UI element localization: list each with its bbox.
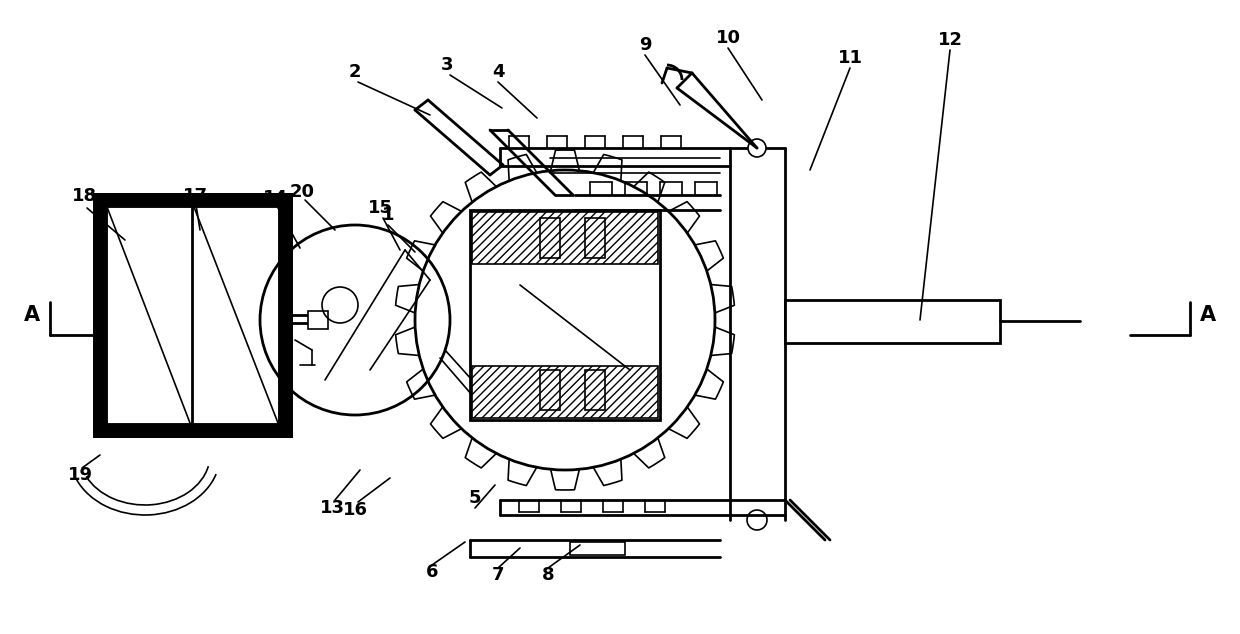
Text: 16: 16 [342,501,367,519]
Bar [472,366,658,418]
Text: 18: 18 [72,187,98,205]
Text: 1: 1 [382,206,394,224]
Bar [95,195,290,435]
Text: 7: 7 [492,566,505,584]
Bar [785,300,999,343]
Text: 8: 8 [542,566,554,584]
Circle shape [748,139,766,157]
Bar [280,195,290,435]
Text: 2: 2 [348,63,361,81]
Text: 11: 11 [837,49,863,67]
Bar [95,425,290,435]
Text: 6: 6 [425,563,438,581]
Text: 17: 17 [182,187,207,205]
Bar [308,311,329,329]
Bar [539,218,560,258]
Bar [585,370,605,410]
Bar [470,210,660,420]
Text: A: A [1200,305,1216,325]
Bar [539,370,560,410]
Text: 12: 12 [937,31,962,49]
Text: 20: 20 [289,183,315,201]
Bar [95,195,105,435]
Bar [570,542,625,555]
Text: 15: 15 [367,199,393,217]
Text: 3: 3 [440,56,454,74]
Text: 5: 5 [469,489,481,507]
Text: 19: 19 [67,466,93,484]
Circle shape [746,510,768,530]
Text: 9: 9 [639,36,651,54]
Bar [472,212,658,264]
Text: A: A [24,305,40,325]
Bar [585,218,605,258]
Text: 14: 14 [263,189,288,207]
Text: 10: 10 [715,29,740,47]
Text: 4: 4 [492,63,505,81]
Bar [95,195,290,205]
Text: 13: 13 [320,499,345,517]
